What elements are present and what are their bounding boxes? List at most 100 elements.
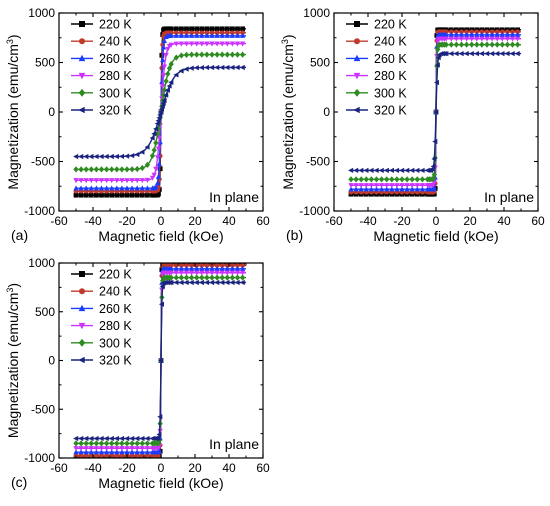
data-point (509, 50, 515, 57)
data-point (378, 167, 384, 174)
data-point (113, 435, 119, 442)
y-tick-label: 0 (48, 354, 55, 368)
data-point (414, 183, 420, 189)
data-point (98, 449, 105, 455)
data-point (494, 36, 500, 42)
data-point (144, 185, 151, 191)
data-point (166, 65, 173, 72)
data-point (183, 270, 190, 276)
data-point (173, 265, 179, 272)
data-point (469, 31, 475, 37)
annotation-in-plane: In plane (209, 436, 259, 452)
data-point (504, 50, 510, 57)
data-point (194, 26, 200, 32)
data-point (363, 167, 369, 174)
data-point (384, 183, 390, 189)
data-point (83, 166, 89, 173)
data-point (414, 167, 420, 174)
data-point (188, 270, 195, 276)
data-point (134, 453, 140, 458)
legend-label: 240 K (374, 35, 407, 49)
data-point (151, 131, 157, 137)
data-point (178, 52, 185, 59)
x-tick-label: -60 (325, 214, 343, 228)
data-point (389, 186, 395, 192)
data-point (188, 274, 195, 281)
data-point (198, 279, 204, 286)
y-tick-label: -500 (306, 155, 330, 169)
data-point (119, 192, 125, 198)
data-point (114, 178, 120, 184)
data-point (168, 79, 174, 86)
series-260-k (73, 32, 246, 191)
data-point (394, 167, 400, 174)
data-point (209, 270, 215, 276)
data-point (204, 30, 210, 36)
data-point (109, 449, 115, 455)
data-point (103, 435, 109, 442)
data-point (129, 440, 135, 447)
data-point (479, 50, 485, 57)
data-point (153, 166, 159, 172)
annotation-in-plane: In plane (209, 189, 259, 205)
data-point (139, 440, 145, 447)
y-axis-label: Magnetization (emu/cm3) (5, 34, 21, 189)
legend-marker (78, 54, 86, 62)
data-point (214, 26, 220, 32)
data-point (235, 30, 240, 36)
data-point (484, 50, 490, 57)
data-point (108, 153, 114, 160)
data-point (179, 26, 184, 32)
data-point (219, 30, 225, 36)
data-point (155, 146, 162, 152)
data-point (129, 446, 135, 452)
data-point (348, 167, 354, 174)
data-point (469, 36, 475, 42)
data-point (474, 36, 480, 42)
data-point (504, 31, 511, 37)
x-tick-label: -40 (84, 461, 102, 475)
y-tick-label: 1000 (303, 6, 330, 20)
data-point (129, 435, 135, 442)
data-point (124, 435, 130, 442)
x-tick-label: 40 (222, 214, 236, 228)
data-point (139, 446, 145, 452)
x-tick-label: 0 (158, 461, 165, 475)
data-point (234, 265, 241, 272)
data-point (160, 73, 167, 79)
legend-label: 300 K (99, 86, 132, 100)
data-point (230, 30, 235, 36)
data-point (353, 176, 359, 183)
data-point (464, 29, 469, 35)
data-point (443, 50, 449, 57)
data-point (114, 453, 120, 458)
data-point (239, 274, 246, 281)
data-point (198, 64, 204, 71)
data-point (409, 183, 415, 189)
data-point (98, 440, 105, 447)
data-point (134, 185, 140, 191)
data-point (156, 191, 161, 197)
data-point (214, 265, 220, 272)
data-point (199, 51, 205, 58)
data-point (209, 274, 215, 281)
data-point (119, 453, 125, 458)
legend-label: 260 K (99, 302, 132, 316)
data-point (145, 192, 150, 198)
data-point (229, 279, 235, 286)
data-point (163, 92, 169, 98)
data-point (151, 147, 157, 154)
data-point (458, 50, 464, 57)
data-point (188, 65, 194, 71)
data-point (199, 26, 205, 32)
data-point (204, 265, 210, 272)
data-point (204, 26, 210, 32)
data-point (453, 41, 460, 48)
data-point (114, 192, 120, 198)
data-point (173, 32, 179, 38)
data-point (184, 263, 189, 268)
data-point (124, 178, 130, 184)
data-point (93, 153, 99, 160)
data-point (73, 178, 79, 184)
x-axis-label: Magnetic field (kOe) (98, 228, 223, 244)
